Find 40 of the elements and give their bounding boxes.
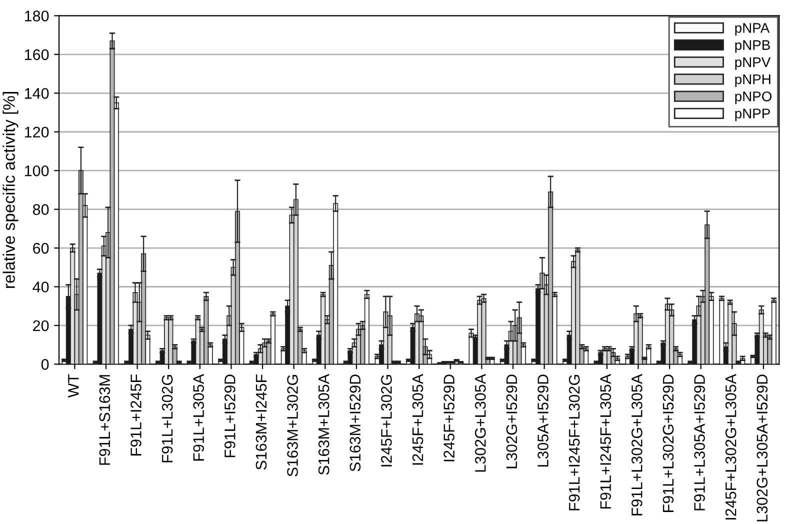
x-tick-label: L302G+I529D — [506, 374, 518, 468]
x-tick-label: F91L+L305A — [193, 374, 204, 461]
y-axis-title: relative specific activity [%] — [2, 92, 18, 288]
x-tick-label: F91L+S163M — [99, 375, 110, 465]
x-tick-label: I245F+I529D — [444, 374, 454, 462]
y-tick-label: 40 — [32, 282, 49, 292]
x-tick-label: F91L+I245F+L302G — [568, 375, 580, 510]
y-tick-label: 160 — [24, 49, 49, 60]
x-tick-label: I245F+L302G+L305A — [725, 374, 736, 520]
y-tick-label: 0 — [41, 359, 49, 370]
legend-label: pNPB — [735, 40, 770, 53]
x-tick-label: F91L+L305A+I529D — [694, 374, 705, 510]
legend-label: pNPP — [735, 108, 770, 122]
legend-label: pNPA — [735, 23, 770, 36]
x-tick-label: L302G+L305A+I529D — [756, 374, 768, 522]
y-tick-label: 20 — [33, 320, 49, 332]
x-tick-label: S163M+I245F — [256, 374, 267, 470]
y-tick-label: 60 — [33, 242, 49, 254]
x-tick-label: L302G+L305A — [474, 374, 486, 472]
x-tick-label: F91L+I245F+L305A — [600, 374, 612, 509]
x-tick-label: F91L+I245F — [130, 374, 142, 456]
x-tick-label: F91L+L302G+I529D — [662, 374, 674, 512]
x-tick-label: I245F+L305A — [412, 374, 424, 465]
x-tick-label: S163M+L302G — [287, 375, 298, 476]
x-tick-label: L305A+I529D — [538, 374, 548, 467]
x-tick-label: F91L+L302G — [162, 375, 173, 462]
x-tick-label: F91L+I529D — [224, 374, 236, 458]
legend-label: pNPO — [735, 91, 772, 104]
x-tick-label: S163M+L305A — [318, 374, 330, 475]
x-tick-label: I245F+L302G — [381, 375, 392, 466]
x-tick-label: S163M+I529D — [350, 374, 361, 472]
y-tick-label: 100 — [24, 165, 49, 176]
x-tick-label: F91L+L302G+L305A — [632, 374, 642, 516]
y-tick-label: 80 — [32, 204, 49, 215]
x-tick-label: WT — [68, 374, 79, 398]
y-tick-label: 140 — [24, 88, 49, 99]
legend-label: pNPV — [735, 57, 771, 70]
y-tick-label: 180 — [24, 10, 49, 22]
y-tick-label: 120 — [24, 126, 49, 138]
legend-label: pNPH — [735, 74, 770, 87]
